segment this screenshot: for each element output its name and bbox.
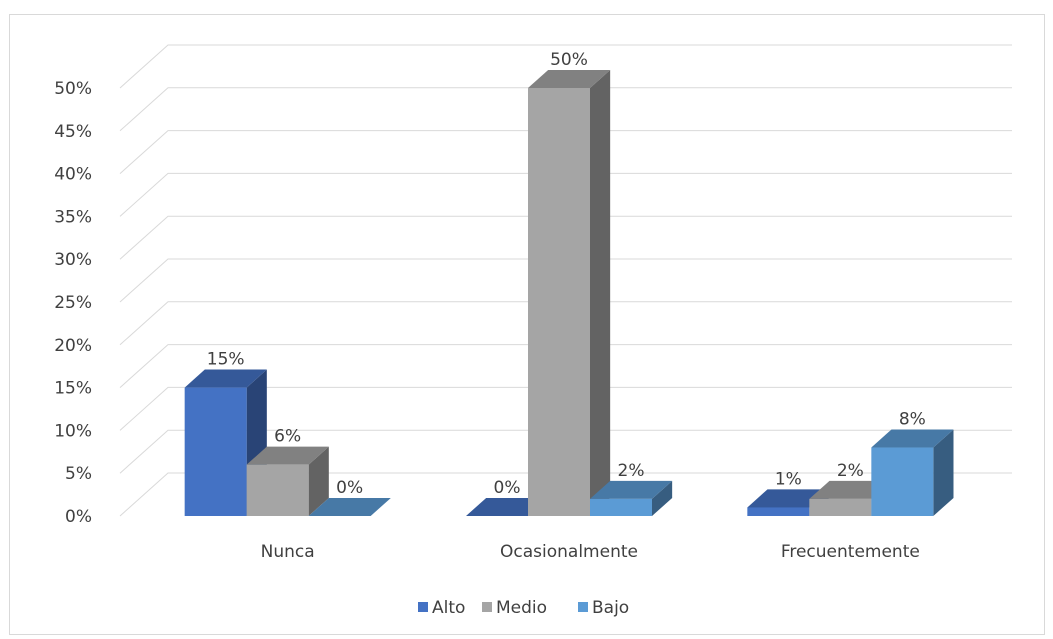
data-labels: 15% 6% 0% 0% 50% 2% 1% 2% 8% xyxy=(207,50,926,498)
y-tick-label: 10% xyxy=(54,421,92,441)
data-label: 2% xyxy=(618,461,645,481)
y-tick-label: 0% xyxy=(65,507,92,527)
gridline xyxy=(119,130,1012,174)
bar-medio xyxy=(246,446,329,516)
y-tick-label: 50% xyxy=(54,79,92,99)
y-tick-label: 45% xyxy=(54,122,92,142)
gridline xyxy=(119,258,1012,303)
data-label: 8% xyxy=(899,409,926,429)
legend-swatch xyxy=(578,602,588,612)
gridline xyxy=(119,344,1012,388)
gridline xyxy=(119,386,1012,431)
data-label: 50% xyxy=(550,50,588,70)
bar-bajo xyxy=(871,429,954,516)
bar-medio xyxy=(528,69,611,516)
gridline xyxy=(119,472,1012,517)
gridline xyxy=(119,87,1012,132)
y-tick-label: 30% xyxy=(54,250,92,270)
y-tick-label: 5% xyxy=(65,464,92,484)
legend-swatch xyxy=(482,602,492,612)
category-label: Nunca xyxy=(261,542,315,562)
bar-bajo xyxy=(590,480,673,516)
bars xyxy=(184,69,954,516)
gridline xyxy=(119,301,1012,346)
y-tick-label: 20% xyxy=(54,336,92,356)
data-label: 0% xyxy=(336,478,363,498)
gridlines xyxy=(119,44,1012,517)
gridline xyxy=(119,44,1012,89)
gridline xyxy=(119,172,1012,217)
data-label: 2% xyxy=(837,461,864,481)
x-axis-category-labels: Nunca Ocasionalmente Frecuentemente xyxy=(261,542,920,562)
y-tick-label: 25% xyxy=(54,293,92,313)
legend-label: Alto xyxy=(432,598,465,618)
category-label: Ocasionalmente xyxy=(500,542,638,562)
data-label: 15% xyxy=(207,350,245,370)
bar-alto xyxy=(466,497,549,516)
legend: Alto Medio Bajo xyxy=(418,598,629,618)
legend-label: Medio xyxy=(496,598,547,618)
y-tick-label: 40% xyxy=(54,165,92,185)
category-label: Frecuentemente xyxy=(781,542,920,562)
gridline xyxy=(119,429,1012,474)
y-tick-label: 35% xyxy=(54,207,92,227)
legend-label: Bajo xyxy=(592,598,629,618)
legend-item-medio: Medio xyxy=(482,598,547,618)
legend-item-bajo: Bajo xyxy=(578,598,629,618)
bar-bajo xyxy=(308,497,391,516)
legend-swatch xyxy=(418,602,428,612)
legend-item-alto: Alto xyxy=(418,598,465,618)
gridline xyxy=(119,215,1012,260)
data-label: 0% xyxy=(494,478,521,498)
y-axis-tick-labels: 0% 5% 10% 15% 20% 25% 30% 35% 40% 45% 50% xyxy=(54,79,92,527)
data-label: 6% xyxy=(274,427,301,447)
y-tick-label: 15% xyxy=(54,379,92,399)
data-label: 1% xyxy=(775,469,802,489)
chart-frame xyxy=(9,14,1045,635)
